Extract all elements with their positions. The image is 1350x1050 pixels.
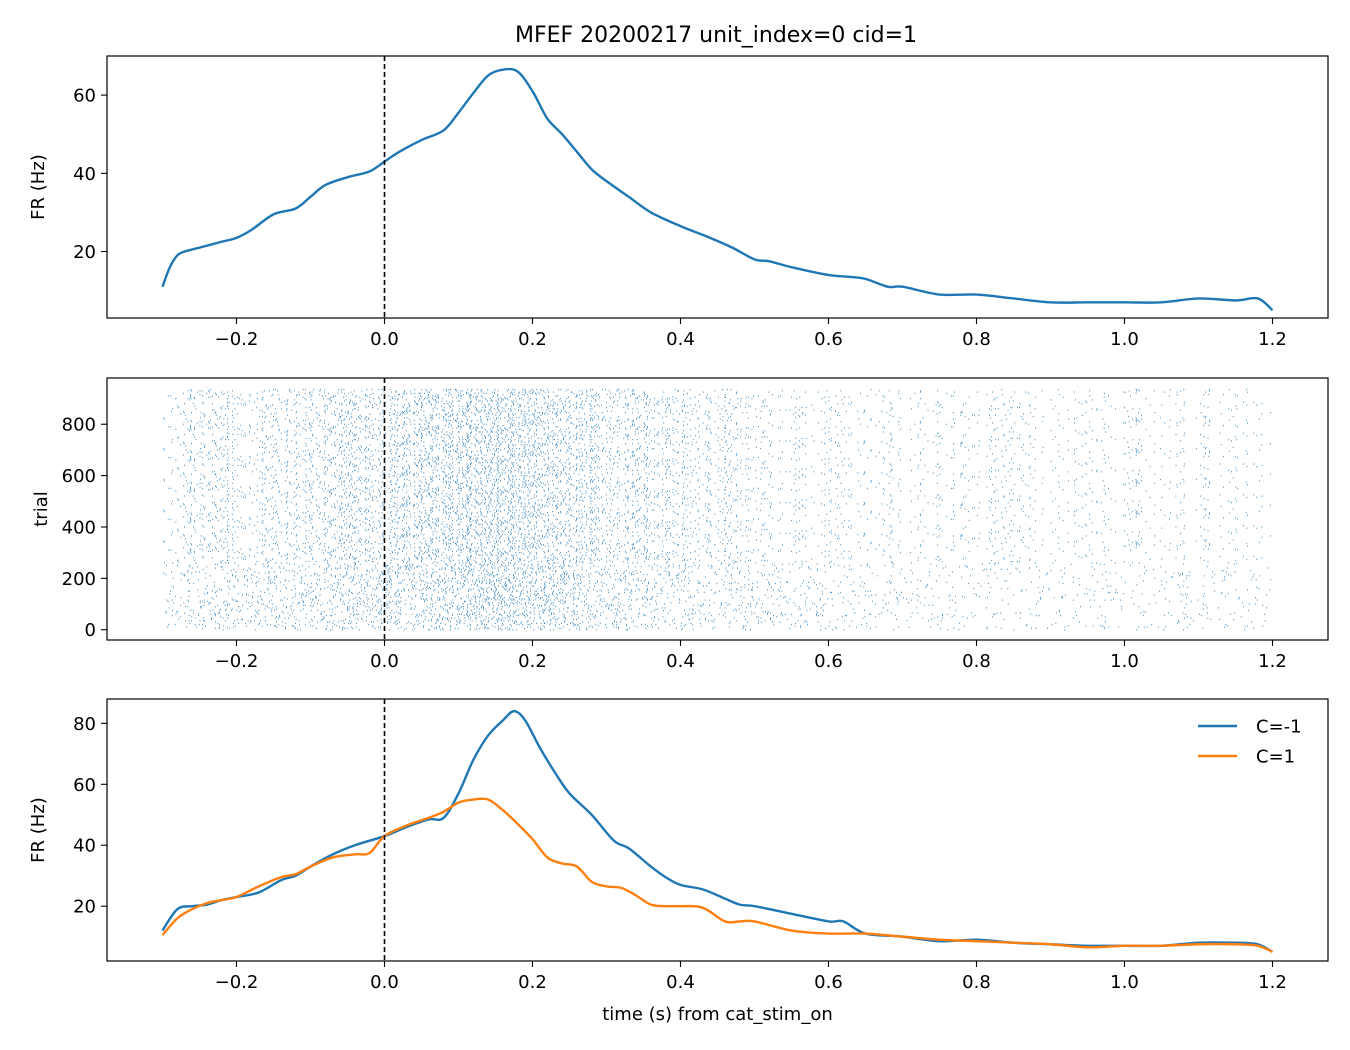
y-axis-label: trial bbox=[31, 491, 52, 527]
x-tick-label: 0.4 bbox=[666, 651, 695, 672]
y-tick-label: 40 bbox=[73, 164, 96, 185]
x-tick-label: 0.8 bbox=[962, 329, 991, 350]
x-tick-label: 0.2 bbox=[518, 329, 547, 350]
axes-frame bbox=[106, 698, 1329, 962]
x-tick-label: 0.0 bbox=[370, 651, 399, 672]
psth-panel: −0.2 0.0 0.2 0.4 0.6 0.8 1.0 1.2 20 40 60 FR (Hz) bbox=[28, 55, 1329, 350]
y-tick-label: 200 bbox=[62, 569, 96, 590]
axes-frame bbox=[106, 377, 1329, 641]
y-tick-label: 400 bbox=[62, 517, 96, 538]
x-tick-label: 1.2 bbox=[1258, 651, 1287, 672]
x-tick-label: 1.0 bbox=[1110, 329, 1139, 350]
x-tick-label: 0.2 bbox=[518, 651, 547, 672]
x-tick-label: 1.0 bbox=[1110, 651, 1139, 672]
x-tick-label: 0.4 bbox=[666, 972, 695, 993]
y-tick-label: 60 bbox=[73, 86, 96, 107]
series-line-C=1 bbox=[161, 797, 1273, 953]
x-tick-label: 0.8 bbox=[962, 651, 991, 672]
x-tick-label: 0.4 bbox=[666, 329, 695, 350]
x-tick-label: 0.2 bbox=[518, 972, 547, 993]
x-tick-label: −0.2 bbox=[215, 972, 259, 993]
y-tick-label: 800 bbox=[62, 415, 96, 436]
x-axis-label: time (s) from cat_stim_on bbox=[602, 1004, 833, 1025]
x-tick-label: 0.6 bbox=[814, 651, 843, 672]
x-tick-label: 0.8 bbox=[962, 972, 991, 993]
x-tick-label: 1.2 bbox=[1258, 972, 1287, 993]
y-tick-label: 20 bbox=[73, 897, 96, 918]
legend-label: C=-1 bbox=[1256, 717, 1302, 738]
series-line bbox=[161, 67, 1274, 312]
x-tick-label: −0.2 bbox=[215, 651, 259, 672]
y-axis-label: FR (Hz) bbox=[28, 154, 49, 220]
x-tick-label: 0.0 bbox=[370, 329, 399, 350]
y-tick-label: 0 bbox=[85, 620, 96, 641]
x-tick-label: 0.6 bbox=[814, 329, 843, 350]
y-tick-label: 20 bbox=[73, 242, 96, 263]
y-tick-label: 80 bbox=[73, 714, 96, 735]
y-axis-label: FR (Hz) bbox=[28, 797, 49, 863]
y-tick-label: 60 bbox=[73, 775, 96, 796]
legend-label: C=1 bbox=[1256, 747, 1295, 768]
x-tick-label: 0.0 bbox=[370, 972, 399, 993]
x-tick-label: 0.6 bbox=[814, 972, 843, 993]
axes-frame bbox=[106, 55, 1329, 319]
raster-panel: −0.2 0.0 0.2 0.4 0.6 0.8 1.0 1.2 0 200 400 600 800 tr… bbox=[31, 377, 1329, 672]
spike-ticks bbox=[163, 388, 1272, 631]
x-tick-label: 1.2 bbox=[1258, 329, 1287, 350]
x-tick-label: −0.2 bbox=[215, 329, 259, 350]
x-tick-label: 1.0 bbox=[1110, 972, 1139, 993]
y-tick-label: 600 bbox=[62, 466, 96, 487]
psth-by-condition-panel: −0.2 0.0 0.2 0.4 0.6 0.8 1.0 1.2 20 40 60 80 FR (Hz)… bbox=[28, 698, 1329, 1025]
figure-title: MFEF 20200217 unit_index=0 cid=1 bbox=[515, 23, 917, 48]
y-tick-label: 40 bbox=[73, 836, 96, 857]
